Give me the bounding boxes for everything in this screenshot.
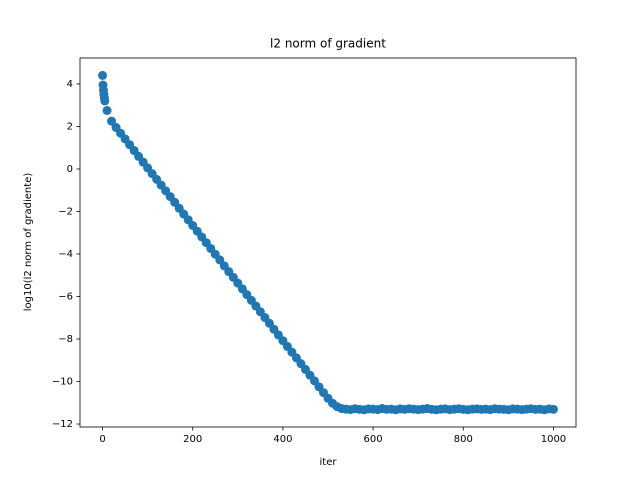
y-tick-label: −10 (52, 377, 73, 388)
point (102, 106, 112, 116)
y-tick-label: −12 (52, 419, 73, 430)
x-tick-label: 600 (364, 434, 383, 445)
y-tick-label: 0 (67, 164, 73, 175)
point (107, 116, 117, 126)
point (98, 70, 108, 80)
y-tick-label: 4 (67, 79, 73, 90)
x-axis-label: iter (320, 457, 338, 468)
y-tick-label: −2 (58, 206, 73, 217)
axes-frame (79, 57, 577, 428)
y-axis-label: log10(l2 norm of gradiente) (23, 173, 34, 312)
x-tick-label: 0 (99, 434, 105, 445)
x-tick-label: 1000 (541, 434, 566, 445)
y-tick-label: −8 (58, 334, 73, 345)
x-tick-label: 800 (454, 434, 473, 445)
x-tick-label: 200 (183, 434, 202, 445)
chart-title: l2 norm of gradient (270, 37, 386, 51)
point (548, 404, 558, 414)
y-tick-label: −4 (58, 249, 73, 260)
point (100, 96, 110, 106)
y-tick-label: 2 (67, 121, 73, 132)
x-tick-label: 400 (273, 434, 292, 445)
y-tick-label: −6 (58, 291, 73, 302)
